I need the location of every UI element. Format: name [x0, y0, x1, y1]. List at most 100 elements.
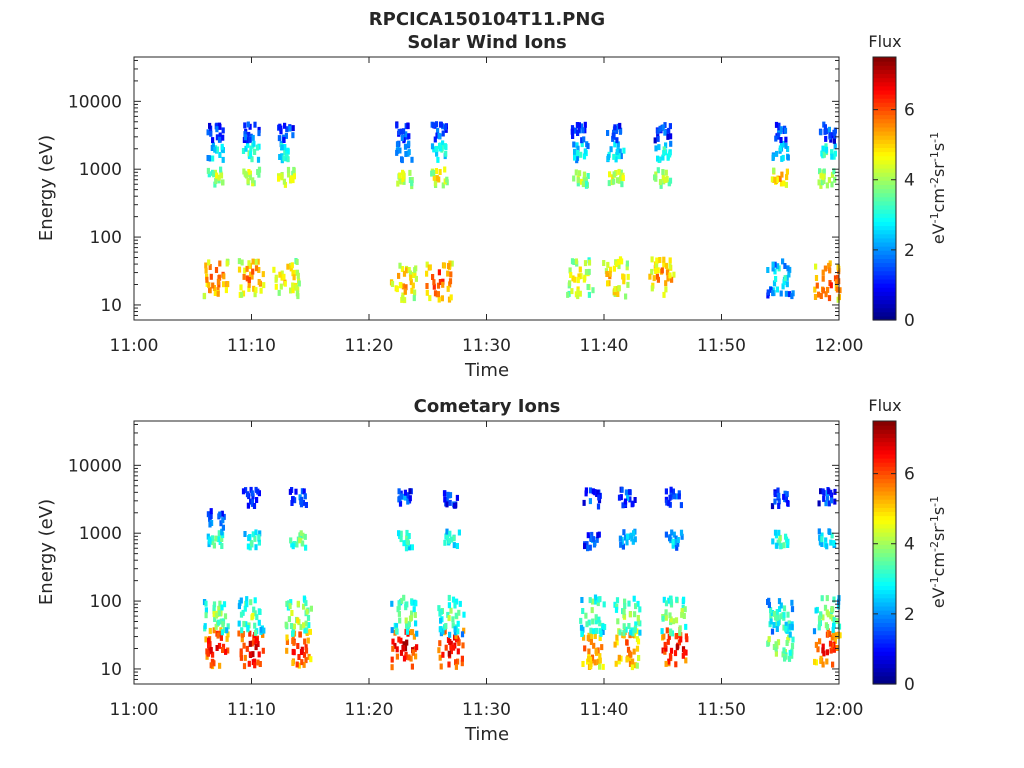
heatmap-cell	[633, 536, 637, 543]
heatmap-cell	[438, 279, 442, 285]
heatmap-cell	[665, 499, 669, 506]
heatmap-cell	[441, 182, 445, 189]
heatmap-cell	[441, 278, 445, 285]
heatmap-cell	[662, 633, 666, 640]
heatmap-cell	[406, 492, 410, 499]
heatmap-cell	[661, 169, 665, 175]
heatmap-cell	[575, 142, 579, 149]
heatmap-cell	[778, 145, 782, 152]
heatmap-cell	[667, 633, 671, 640]
heatmap-cell	[834, 279, 838, 286]
heatmap-cell	[669, 629, 673, 636]
heatmap-cell	[286, 166, 291, 173]
heatmap-cell	[262, 627, 266, 634]
heatmap-cell	[447, 615, 451, 622]
heatmap-cell	[224, 287, 228, 294]
heatmap-cell	[832, 630, 836, 637]
heatmap-cell	[621, 502, 625, 509]
heatmap-cell	[823, 128, 827, 135]
heatmap-cell	[450, 536, 454, 543]
heatmap-cell	[284, 132, 288, 139]
heatmap-cell	[815, 282, 819, 289]
heatmap-cell	[774, 645, 778, 652]
heatmap-cell	[622, 612, 626, 619]
heatmap-cell	[207, 637, 211, 644]
heatmap-cell	[258, 530, 262, 537]
heatmap-cell	[249, 498, 253, 505]
heatmap-cell	[591, 618, 595, 625]
heatmap-cell	[666, 133, 670, 140]
heatmap-cell	[589, 639, 593, 645]
heatmap-cell	[208, 122, 212, 129]
heatmap-cell	[778, 175, 782, 182]
heatmap-cell	[781, 154, 785, 161]
heatmap-cell	[246, 137, 250, 144]
heatmap-cell	[430, 170, 434, 177]
heatmap-cell	[666, 638, 670, 645]
heatmap-cell	[828, 267, 832, 274]
heatmap-cell	[677, 490, 681, 497]
heatmap-cell	[245, 141, 250, 148]
heatmap-cell	[833, 637, 837, 644]
heatmap-cell	[634, 662, 638, 669]
heatmap-cell	[781, 258, 785, 265]
heatmap-cell	[397, 604, 401, 611]
heatmap-cell	[453, 626, 457, 633]
heatmap-cell	[435, 132, 439, 139]
heatmap-cell	[441, 140, 445, 147]
heatmap-cell	[432, 174, 436, 181]
heatmap-cell	[635, 645, 640, 652]
heatmap-cell	[595, 536, 599, 543]
heatmap-cell	[397, 636, 401, 643]
heatmap-cell	[257, 619, 261, 626]
heatmap-cell	[447, 602, 451, 609]
heatmap-cell	[822, 178, 826, 185]
x-tick-label: 11:10	[227, 336, 276, 356]
heatmap-cell	[211, 155, 215, 162]
heatmap-cell	[299, 501, 304, 508]
heatmap-cell	[241, 148, 246, 154]
heatmap-cell	[786, 500, 790, 506]
heatmap-cell	[779, 126, 783, 133]
heatmap-cell	[820, 595, 824, 602]
heatmap-cell	[282, 155, 286, 162]
heatmap-cell	[623, 498, 628, 505]
heatmap-cell	[431, 274, 435, 280]
heatmap-cell	[245, 172, 249, 179]
heatmap-cell	[398, 178, 402, 185]
heatmap-cell	[401, 175, 405, 182]
heatmap-cell	[404, 284, 408, 291]
heatmap-cell	[819, 129, 823, 136]
heatmap-cell	[669, 616, 673, 623]
heatmap-cell	[214, 178, 218, 184]
heatmap-cell	[251, 268, 255, 275]
heatmap-cell	[291, 177, 295, 184]
heatmap-cell	[617, 153, 621, 160]
colorbar-tick-label: 0	[904, 675, 915, 695]
heatmap-cell	[663, 177, 667, 183]
heatmap-cell	[433, 290, 438, 297]
heatmap-cell	[208, 538, 212, 545]
heatmap-cell	[577, 273, 581, 280]
heatmap-cell	[296, 643, 300, 649]
heatmap-cell	[611, 135, 615, 142]
heatmap-cell	[413, 289, 417, 296]
heatmap-cell	[204, 612, 208, 619]
heatmap-cell	[302, 622, 306, 629]
heatmap-cell	[403, 288, 407, 295]
heatmap-cell	[240, 631, 245, 638]
heatmap-cell	[282, 273, 286, 280]
heatmap-cell	[583, 121, 587, 128]
heatmap-cell	[401, 645, 405, 652]
heatmap-cell	[783, 490, 787, 497]
heatmap-cell	[779, 180, 784, 187]
heatmap-cell	[400, 135, 404, 141]
heatmap-cell	[441, 281, 445, 288]
heatmap-cell	[814, 275, 819, 281]
heatmap-cell	[824, 143, 828, 150]
heatmap-cell	[670, 630, 674, 637]
heatmap-cell	[462, 611, 466, 618]
heatmap-cell	[774, 641, 778, 648]
heatmap-cell	[304, 620, 308, 627]
heatmap-cell	[775, 615, 779, 622]
